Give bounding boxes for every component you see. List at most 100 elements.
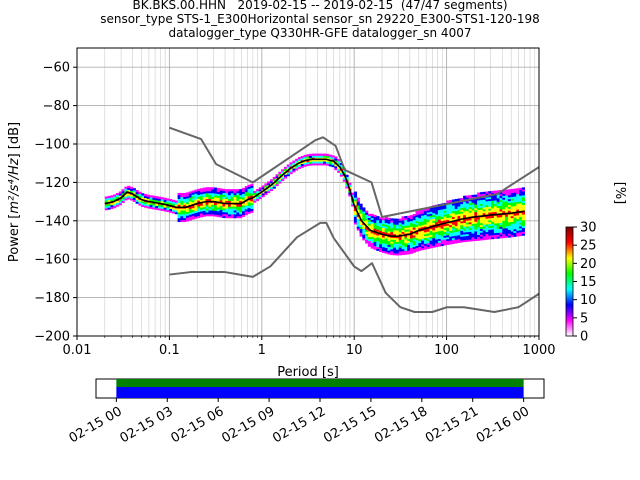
- psd-cell: [477, 219, 481, 222]
- psd-cell: [183, 200, 187, 203]
- psd-cell: [233, 204, 237, 207]
- psd-cell: [474, 217, 478, 220]
- psd-cell: [407, 225, 411, 228]
- psd-cell: [241, 203, 246, 206]
- psd-cell: [244, 191, 248, 195]
- psd-cell: [488, 231, 492, 234]
- psd-cell: [454, 218, 458, 221]
- psd-cell: [412, 229, 416, 232]
- psd-cell: [345, 186, 349, 189]
- psd-cell: [121, 191, 125, 194]
- psd-cell: [496, 211, 500, 214]
- psd-cell: [188, 197, 192, 200]
- colorbar: [565, 226, 574, 337]
- psd-cell: [474, 213, 478, 217]
- psd-cell: [488, 210, 492, 213]
- psd-cell: [496, 228, 500, 231]
- psd-cell: [130, 194, 134, 197]
- psd-cell: [446, 240, 450, 243]
- psd-cell: [421, 242, 425, 245]
- psd-cell: [390, 229, 394, 233]
- psd-cell: [432, 228, 436, 231]
- psd-cell: [423, 210, 428, 214]
- psd-cell: [110, 202, 114, 206]
- psd-cell: [127, 193, 131, 196]
- psd-cell: [502, 228, 506, 231]
- psd-cell: [379, 220, 383, 224]
- psd-cell: [463, 214, 467, 218]
- psd-cell: [437, 240, 442, 243]
- psd-cell: [216, 195, 220, 198]
- psd-cell: [124, 198, 128, 201]
- psd-cell: [362, 236, 366, 239]
- psd-cell: [379, 242, 383, 245]
- psd-cell: [449, 230, 453, 233]
- psd-cell: [160, 206, 164, 209]
- psd-cell: [449, 223, 453, 226]
- psd-cell: [311, 163, 316, 166]
- psd-cell: [141, 193, 145, 196]
- psd-cell: [379, 245, 383, 249]
- psd-cell: [479, 211, 483, 214]
- psd-cell: [440, 234, 444, 237]
- x-tick-label: 0.1: [159, 343, 180, 358]
- psd-cell: [437, 209, 442, 213]
- psd-cell: [199, 197, 204, 201]
- psd-cell: [258, 194, 262, 198]
- psd-cell: [516, 226, 520, 229]
- psd-cell: [474, 198, 478, 201]
- psd-cell: [356, 207, 360, 210]
- psd-cell: [502, 203, 506, 206]
- psd-cell: [239, 214, 243, 217]
- psd-cell: [225, 204, 229, 207]
- psd-cell: [132, 192, 136, 195]
- psd-cell: [499, 195, 503, 199]
- psd-cell: [191, 207, 195, 211]
- psd-cell: [412, 217, 416, 221]
- y-tick-label: −100: [34, 138, 70, 153]
- psd-cell: [479, 232, 483, 235]
- psd-cell: [359, 230, 363, 233]
- psd-cell: [477, 236, 481, 239]
- psd-cell: [463, 201, 467, 204]
- psd-cell: [516, 195, 520, 199]
- psd-cell: [353, 220, 358, 223]
- psd-cell: [379, 240, 383, 243]
- psd-cell: [426, 237, 430, 240]
- psd-cell: [365, 241, 369, 244]
- psd-cell: [485, 237, 489, 240]
- psd-cell: [239, 189, 243, 192]
- psd-cell: [328, 164, 332, 167]
- psd-cell: [124, 188, 128, 191]
- psd-cell: [185, 215, 190, 218]
- psd-cell: [124, 186, 128, 189]
- psd-cell: [107, 203, 111, 206]
- psd-cell: [505, 193, 509, 196]
- psd-cell: [325, 157, 330, 160]
- psd-cell: [465, 210, 470, 214]
- psd-cell: [295, 168, 299, 171]
- psd-cell: [365, 218, 369, 221]
- psd-cell: [323, 157, 327, 160]
- psd-cell: [421, 226, 425, 230]
- psd-cell: [449, 238, 453, 241]
- psd-cell: [211, 210, 215, 213]
- psd-cell: [323, 161, 327, 164]
- psd-cell: [421, 211, 425, 214]
- psd-cell: [454, 241, 458, 244]
- psd-cell: [104, 198, 108, 201]
- psd-cell: [286, 172, 290, 175]
- psd-cell: [199, 195, 204, 199]
- psd-cell: [205, 189, 209, 192]
- psd-cell: [227, 208, 232, 211]
- psd-cell: [362, 228, 366, 231]
- psd-cell: [230, 210, 234, 213]
- psd-cell: [488, 218, 492, 221]
- psd-cell: [177, 200, 181, 203]
- psd-cell: [502, 193, 506, 196]
- psd-cell: [166, 200, 170, 203]
- psd-cell: [457, 234, 461, 238]
- psd-cell: [258, 196, 262, 200]
- psd-cell: [409, 224, 414, 227]
- psd-cell: [477, 198, 481, 201]
